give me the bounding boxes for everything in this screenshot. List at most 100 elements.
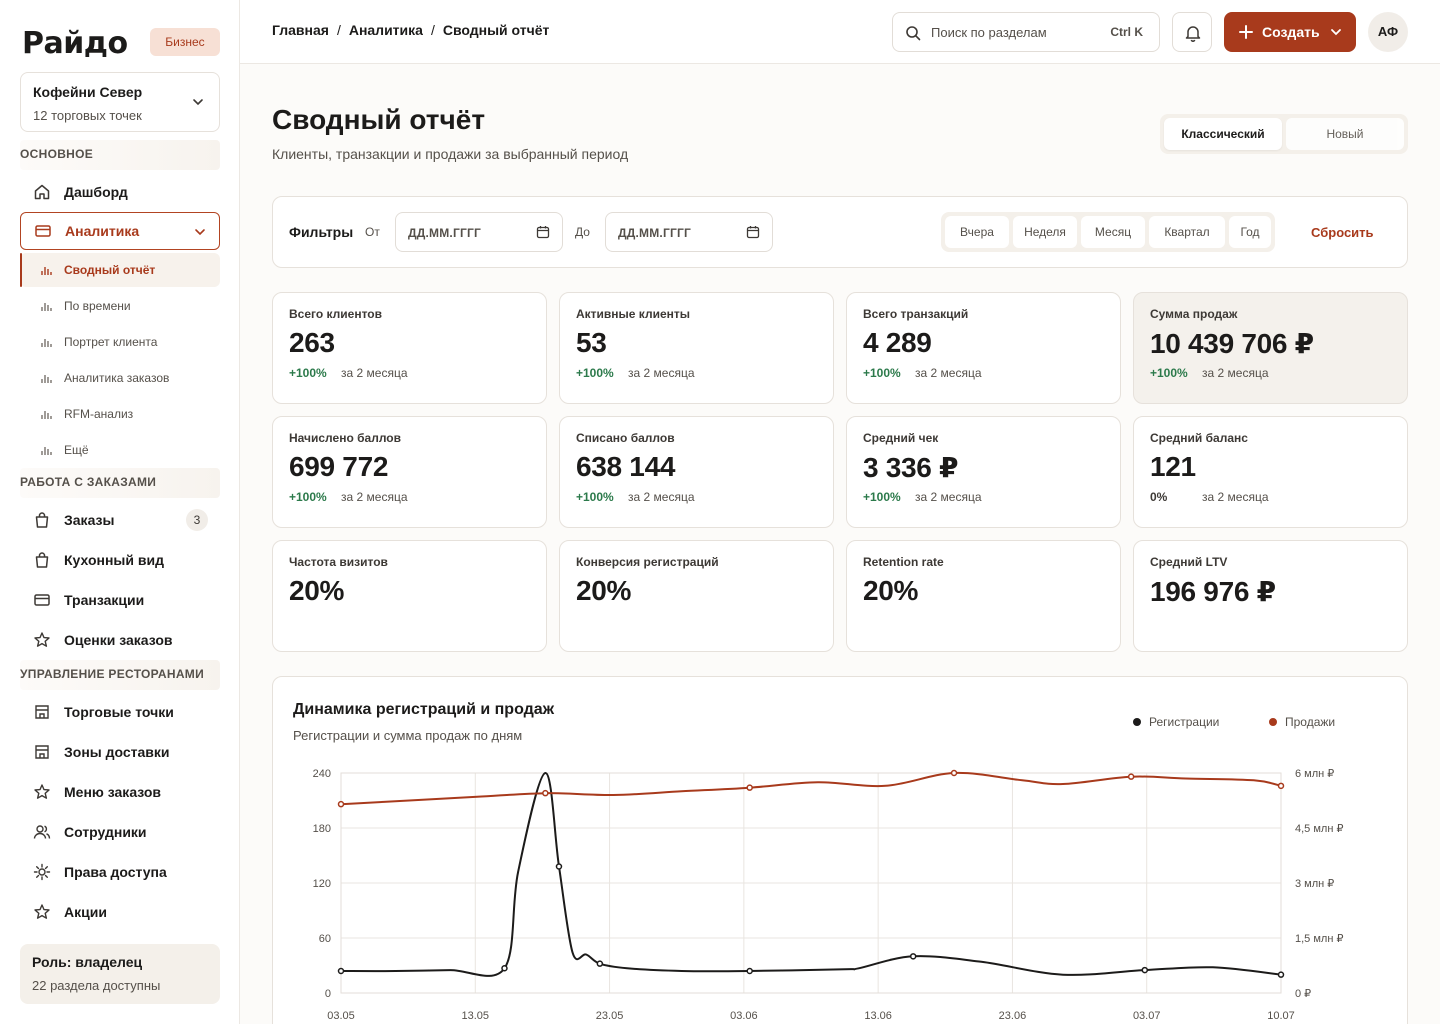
- search-icon: [906, 26, 921, 41]
- chart-plot: 0 0 ₽ 60 1,5 млн ₽ 120 3 млн ₽ 180 4,5 млн ₽ 240…: [313, 768, 1344, 1022]
- section-title-main: ОСНОВНОЕ: [20, 140, 220, 170]
- card-icon: [34, 594, 50, 606]
- breadcrumb-home[interactable]: Главная: [272, 22, 329, 38]
- sidebar-item-outlets[interactable]: Торговые точки: [20, 693, 220, 731]
- data-point-sales: [542, 789, 549, 797]
- view-mode-classic[interactable]: Классический: [1164, 118, 1282, 150]
- sidebar-item-order-ratings[interactable]: Оценки заказов: [20, 621, 220, 659]
- view-mode-new[interactable]: Новый: [1286, 118, 1404, 150]
- legend-item-sales[interactable]: Продажи: [1269, 715, 1335, 729]
- kpi-value: 263: [289, 327, 335, 358]
- bar-chart-icon: [41, 339, 52, 347]
- breadcrumb-analytics[interactable]: Аналитика: [348, 22, 423, 38]
- users-icon: [33, 825, 51, 839]
- x-tick-label: 10.07: [1267, 1010, 1295, 1022]
- kpi-card: Всего транзакций 4 289 +100% за 2 месяца: [846, 292, 1121, 404]
- kpi-card: Средний LTV 196 976 ₽: [1133, 540, 1408, 652]
- period-year[interactable]: Год: [1229, 216, 1271, 248]
- bar-chart-icon: [41, 267, 52, 275]
- topbar: Главная / Аналитика / Сводный отчёт Поис…: [240, 0, 1440, 64]
- period-quarter[interactable]: Квартал: [1149, 216, 1225, 248]
- avatar[interactable]: АФ: [1368, 12, 1408, 52]
- breadcrumb-separator: /: [336, 22, 341, 38]
- kpi-value: 3 336 ₽: [863, 452, 959, 483]
- sidebar-item-orders[interactable]: Заказы 3: [20, 501, 220, 539]
- sidebar-subitem-rfm[interactable]: RFM-анализ: [20, 397, 220, 431]
- search-input[interactable]: Поиск по разделам Ctrl K: [892, 12, 1160, 52]
- page-title: Сводный отчёт: [272, 104, 486, 135]
- sidebar-item-dashboard[interactable]: Дашборд: [20, 173, 220, 211]
- x-tick-label: 23.06: [999, 1010, 1027, 1022]
- kpi-card: Частота визитов 20%: [272, 540, 547, 652]
- sidebar-item-promotions[interactable]: Акции: [20, 893, 220, 931]
- sidebar-item-label: Дашборд: [64, 184, 128, 200]
- kpi-card: Всего клиентов 263 +100% за 2 месяца: [272, 292, 547, 404]
- home-icon: [34, 184, 50, 200]
- bag-icon: [35, 552, 49, 568]
- kpi-delta: +100%: [289, 366, 327, 380]
- chart-subtitle: Регистрации и сумма продаж по дням: [293, 728, 523, 743]
- period-yesterday[interactable]: Вчера: [945, 216, 1009, 248]
- bar-chart-icon: [41, 447, 52, 455]
- kpi-card: Списано баллов 638 144 +100% за 2 месяца: [559, 416, 834, 528]
- bar-chart-icon: [41, 375, 52, 383]
- kpi-value: 121: [1150, 451, 1196, 482]
- sidebar-item-access-rights[interactable]: Права доступа: [20, 853, 220, 891]
- date-from-value: ДД.ММ.ГГГГ: [408, 226, 481, 240]
- sidebar-subitem-order-analytics[interactable]: Аналитика заказов: [20, 361, 220, 395]
- sidebar-item-label: Меню заказов: [64, 784, 162, 800]
- kpi-value: 10 439 706 ₽: [1150, 328, 1314, 359]
- org-switcher[interactable]: Кофейни Север 12 торговых точек: [20, 72, 220, 132]
- sidebar-subitem-more[interactable]: Ещё: [20, 433, 220, 467]
- legend-item-registrations[interactable]: Регистрации: [1133, 715, 1219, 729]
- date-from-label: От: [365, 225, 380, 239]
- sidebar-item-staff[interactable]: Сотрудники: [20, 813, 220, 851]
- kpi-period: за 2 месяца: [1202, 366, 1269, 380]
- x-tick-label: 13.05: [462, 1010, 490, 1022]
- kpi-label: Всего транзакций: [863, 307, 969, 321]
- kpi-period: за 2 месяца: [341, 366, 408, 380]
- y-right-tick-label: 0 ₽: [1295, 988, 1311, 1000]
- date-from-field[interactable]: ДД.ММ.ГГГГ: [395, 212, 563, 252]
- kpi-value: 699 772: [289, 451, 389, 482]
- date-to-field[interactable]: ДД.ММ.ГГГГ: [605, 212, 773, 252]
- plus-icon: [1239, 25, 1253, 39]
- period-month[interactable]: Месяц: [1081, 216, 1145, 248]
- sidebar-item-analytics[interactable]: Аналитика: [20, 212, 220, 250]
- sidebar-item-order-menu[interactable]: Меню заказов: [20, 773, 220, 811]
- reset-filters-button[interactable]: Сбросить: [1311, 225, 1374, 240]
- kpi-card: Средний чек 3 336 ₽ +100% за 2 месяца: [846, 416, 1121, 528]
- y-right-tick-label: 1,5 млн ₽: [1295, 933, 1343, 945]
- sidebar: Райдо Бизнес Кофейни Север 12 торговых т…: [0, 0, 240, 1024]
- sidebar-subitem-customer-portrait[interactable]: Портрет клиента: [20, 325, 220, 359]
- breadcrumb-current: Сводный отчёт: [442, 22, 550, 38]
- sidebar-item-label: Оценки заказов: [64, 632, 173, 648]
- sidebar-item-label: Сотрудники: [64, 824, 147, 840]
- role-card: Роль: владелец 22 раздела доступны: [20, 944, 220, 1004]
- sidebar-subitem-by-time[interactable]: По времени: [20, 289, 220, 323]
- kpi-label: Частота визитов: [289, 555, 388, 569]
- kpi-card: Средний баланс 121 0% за 2 месяца: [1133, 416, 1408, 528]
- sidebar-item-delivery-zones[interactable]: Зоны доставки: [20, 733, 220, 771]
- kpi-card: Начислено баллов 699 772 +100% за 2 меся…: [272, 416, 547, 528]
- create-button-label: Создать: [1262, 24, 1320, 40]
- kpi-delta: +100%: [1150, 366, 1188, 380]
- sidebar-item-kitchen-view[interactable]: Кухонный вид: [20, 541, 220, 579]
- y-left-tick-label: 180: [313, 823, 331, 835]
- kpi-label: Средний баланс: [1150, 431, 1248, 445]
- sidebar-item-transactions[interactable]: Транзакции: [20, 581, 220, 619]
- notifications-button[interactable]: [1172, 12, 1212, 52]
- legend-label: Регистрации: [1149, 715, 1220, 729]
- sidebar-item-label: Аналитика: [65, 223, 140, 239]
- legend-label: Продажи: [1285, 715, 1336, 729]
- sidebar-subitem-summary[interactable]: Сводный отчёт: [20, 253, 220, 287]
- sidebar-subitem-label: RFM-анализ: [64, 407, 134, 421]
- period-week[interactable]: Неделя: [1013, 216, 1077, 248]
- date-to-label: До: [575, 225, 590, 239]
- create-button[interactable]: Создать: [1224, 12, 1356, 52]
- search-placeholder: Поиск по разделам: [931, 25, 1047, 40]
- star-icon: [34, 632, 50, 647]
- kpi-delta: +100%: [576, 366, 614, 380]
- brand-logo[interactable]: Райдо: [22, 26, 128, 61]
- kpi-label: Начислено баллов: [289, 431, 401, 445]
